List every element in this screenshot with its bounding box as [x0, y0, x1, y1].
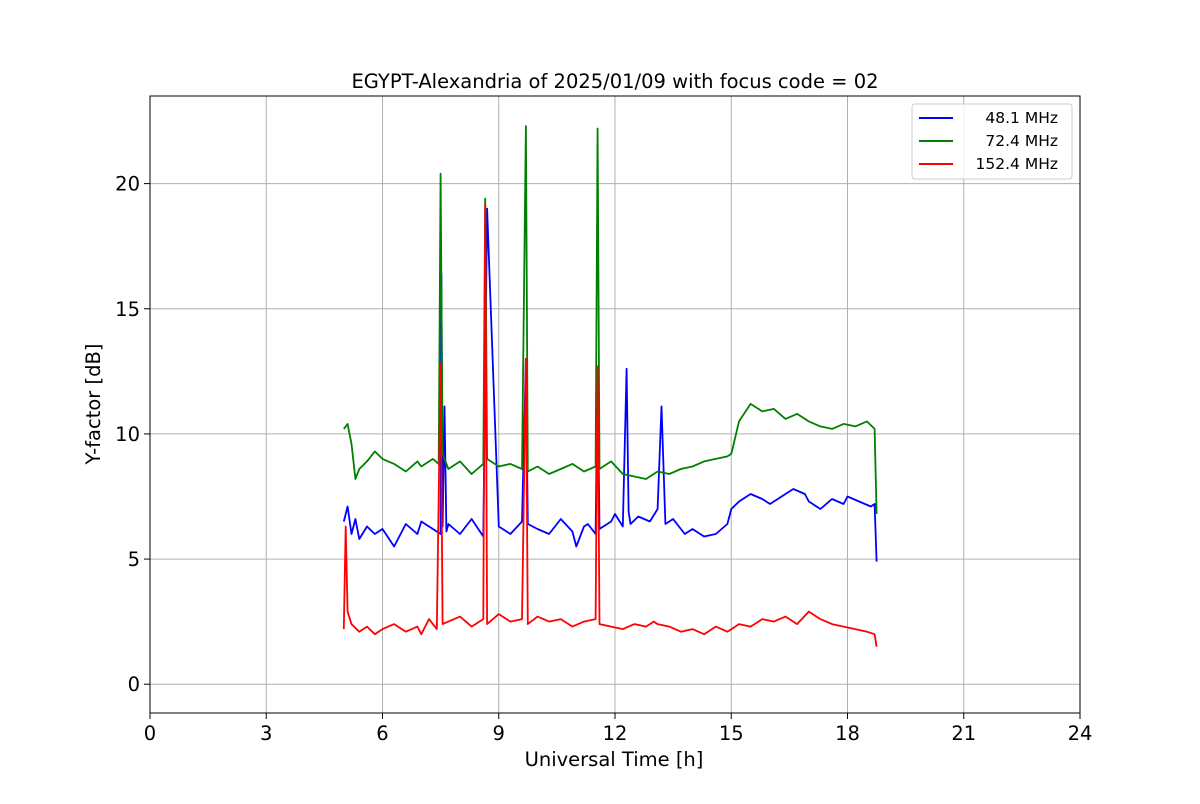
legend-box — [911, 103, 1073, 180]
x-tick-label: 12 — [603, 722, 628, 745]
x-tick-label: 15 — [719, 722, 744, 745]
chart-title: EGYPT-Alexandria of 2025/01/09 with focu… — [351, 70, 878, 93]
y-tick-label: 20 — [115, 173, 140, 196]
ticks: 0 3 6 9 12 15 18 21 24 0 5 10 15 20 — [115, 173, 1092, 745]
y-tick-label: 0 — [128, 673, 140, 696]
legend-label: 152.4 MHz — [976, 155, 1058, 173]
legend-label: 48.1 MHz — [985, 109, 1058, 127]
legend: 48.1 MHz 72.4 MHz 152.4 MHz — [911, 103, 1073, 180]
x-tick-label: 9 — [493, 722, 505, 745]
series-line-1 — [343, 125, 878, 515]
y-tick-label: 15 — [115, 298, 140, 321]
x-tick-label: 3 — [260, 722, 272, 745]
x-tick-label: 18 — [835, 722, 860, 745]
x-tick-label: 24 — [1068, 722, 1093, 745]
y-axis-label: Y-factor [dB] — [82, 344, 105, 466]
y-tick-label: 5 — [128, 548, 140, 571]
x-tick-label: 21 — [951, 722, 976, 745]
x-axis-label: Universal Time [h] — [525, 748, 704, 771]
x-tick-label: 0 — [144, 722, 156, 745]
series-line-2 — [342, 202, 878, 647]
legend-label: 72.4 MHz — [985, 132, 1058, 150]
x-tick-label: 6 — [376, 722, 388, 745]
series-group — [342, 125, 878, 647]
y-tick-label: 10 — [115, 423, 140, 446]
